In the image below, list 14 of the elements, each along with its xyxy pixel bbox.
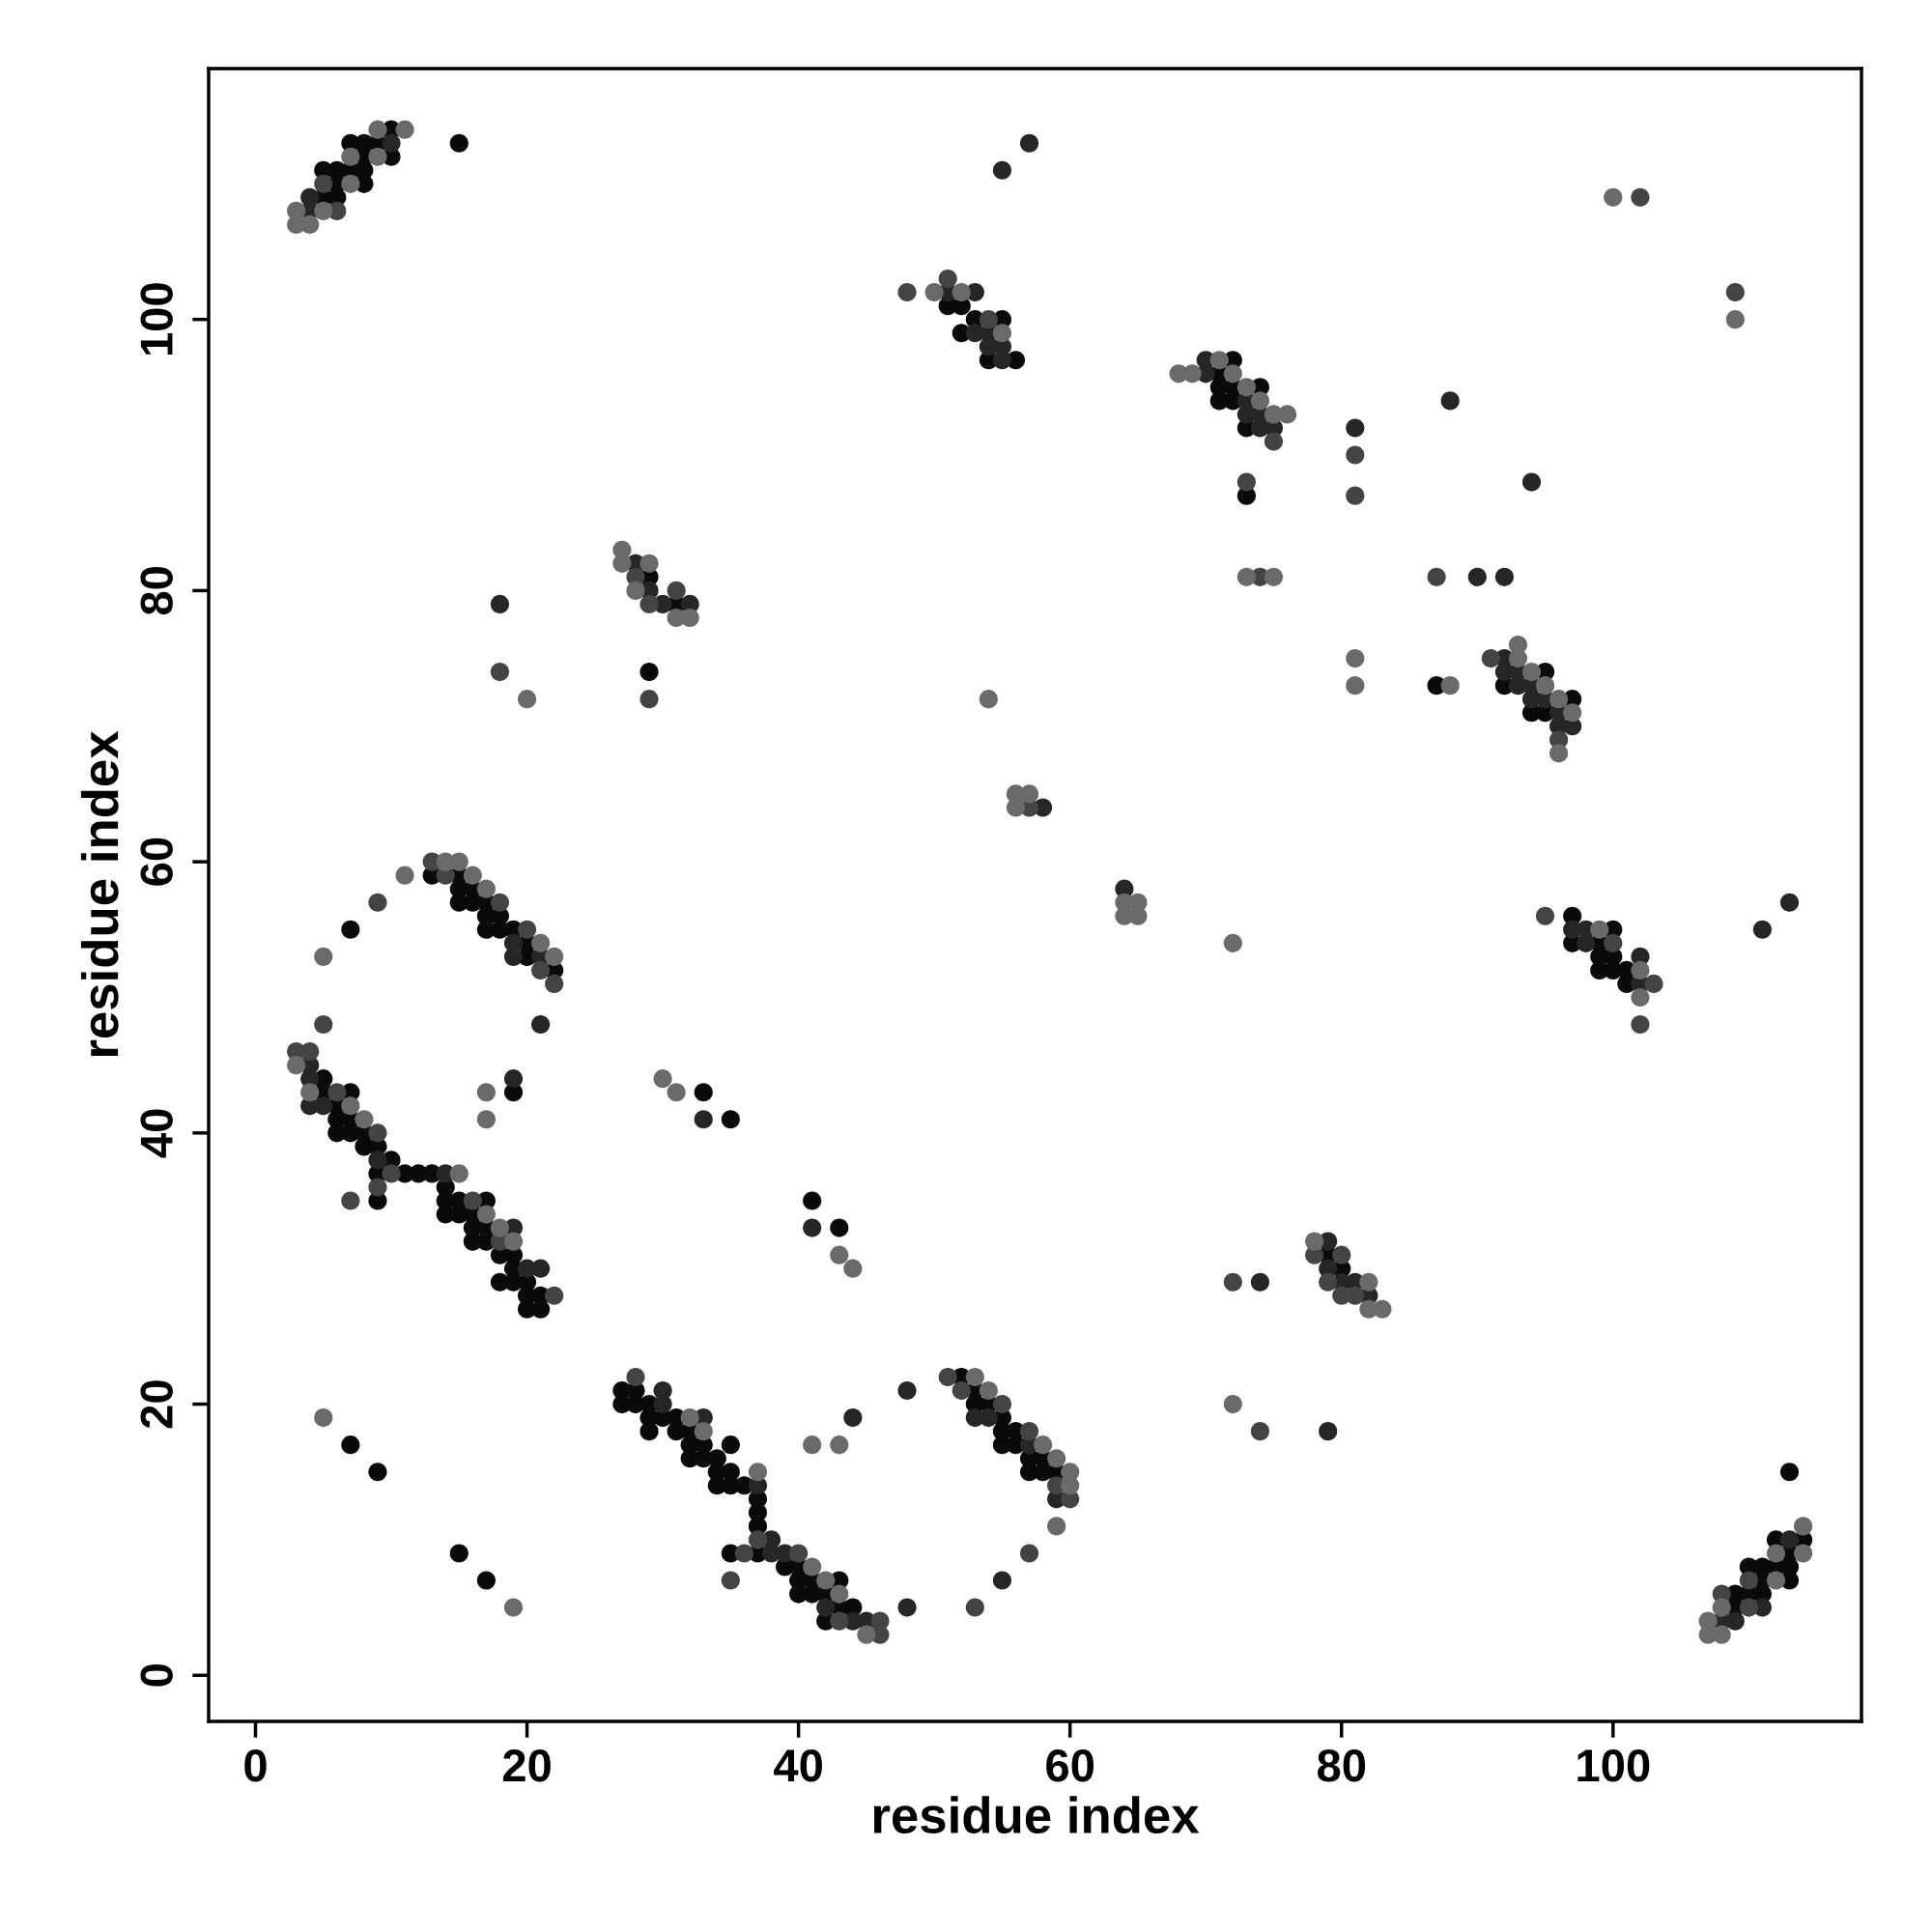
x-tick-label: 40 — [774, 1749, 822, 1782]
x-tick-label: 60 — [1046, 1749, 1094, 1782]
y-tick-label: 60 — [140, 838, 173, 886]
y-tick-label: 20 — [140, 1380, 173, 1429]
x-axis-title: residue index — [873, 1796, 1200, 1834]
y-tick-label: 100 — [140, 283, 173, 355]
y-tick-label: 0 — [140, 1664, 173, 1687]
x-tick-label: 100 — [1577, 1749, 1650, 1782]
y-axis-title: residue index — [80, 730, 119, 1057]
x-tick-label: 0 — [244, 1749, 267, 1782]
y-tick-label: 80 — [140, 567, 173, 615]
x-tick-label: 80 — [1317, 1749, 1366, 1782]
x-tick-label: 20 — [502, 1749, 551, 1782]
y-tick-label: 40 — [140, 1109, 173, 1158]
